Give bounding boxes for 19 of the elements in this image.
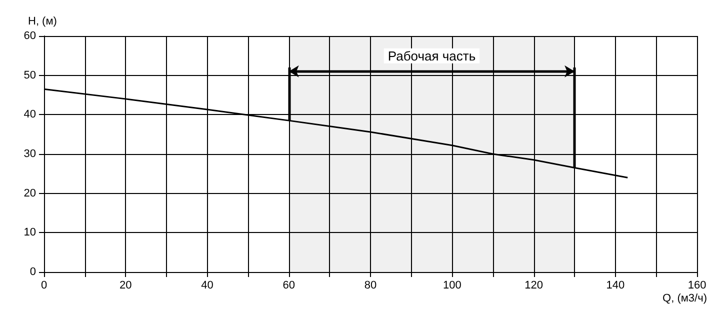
- x-tick-label: 60: [282, 280, 295, 292]
- y-tick-label: 20: [24, 187, 36, 200]
- x-tick-label: 140: [606, 280, 625, 292]
- x-tick-label: 160: [688, 280, 706, 292]
- x-tick-label: 80: [364, 280, 377, 292]
- y-tick-label: 0: [30, 266, 36, 278]
- y-axis-title: H, (м): [28, 16, 57, 28]
- y-tick-label: 40: [24, 108, 36, 121]
- x-tick-label: 40: [201, 280, 214, 292]
- y-tick-label: 60: [24, 30, 36, 42]
- x-tick-label: 100: [442, 280, 462, 292]
- x-tick-label: 120: [524, 280, 543, 292]
- y-tick-label: 30: [24, 148, 36, 160]
- y-tick-label: 10: [24, 226, 36, 239]
- band-label: Рабочая часть: [388, 48, 476, 64]
- x-tick-label: 0: [40, 280, 48, 292]
- x-axis-title: Q, (м3/ч): [662, 292, 708, 304]
- x-tick-label: 20: [120, 280, 132, 292]
- y-tick-label: 50: [24, 69, 36, 82]
